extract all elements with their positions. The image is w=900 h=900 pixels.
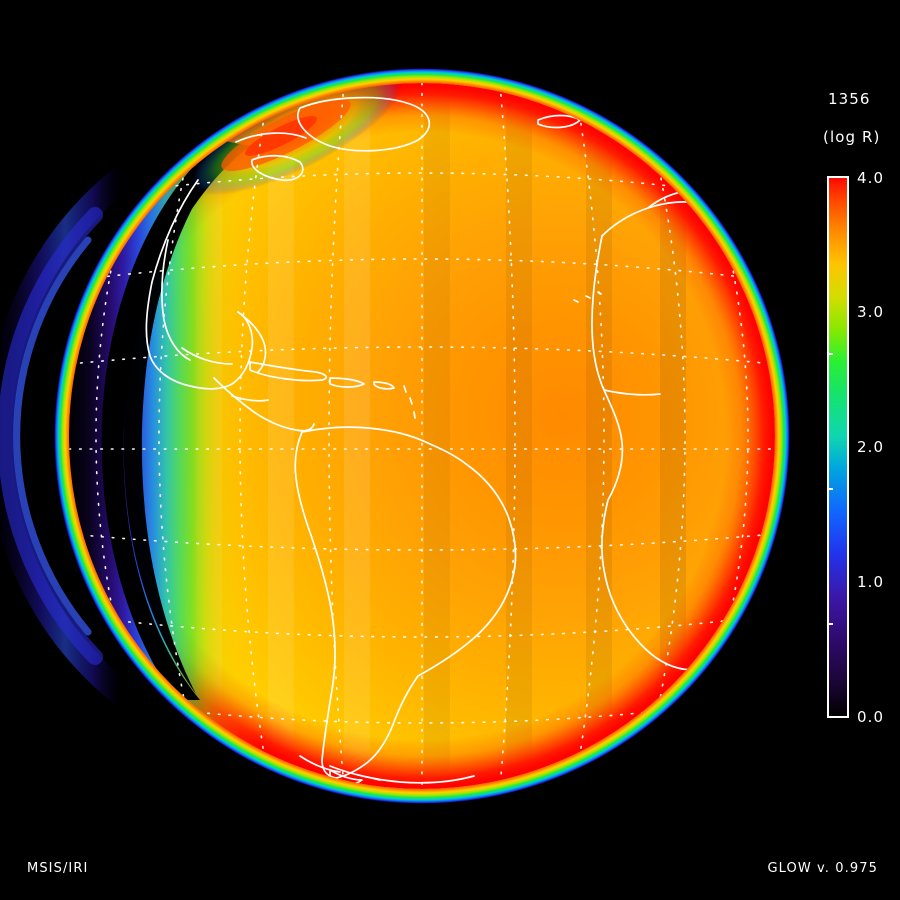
coast-antarctic-west (299, 755, 341, 773)
colorbar-gradient (829, 178, 847, 716)
colorbar-tick-1 (827, 623, 833, 625)
coast-south-america-north (301, 426, 467, 465)
coast-arctic-canada (235, 132, 307, 143)
coast-africa-west (591, 235, 624, 501)
coast-south-america-west (294, 431, 337, 779)
colorbar-units-label: (log R) (823, 128, 881, 146)
colorbar-frame (827, 176, 849, 718)
coast-lesser-antilles-3 (413, 411, 416, 419)
airglow-limb-arc (0, 167, 133, 705)
coast-brazil-east (417, 463, 517, 677)
coast-antarctic-peninsula (329, 765, 475, 784)
colorbar-label-0: 0.0 (857, 708, 885, 726)
colorbar-title: 1356 (828, 90, 871, 108)
coast-central-america-pacific (231, 395, 269, 402)
coast-puerto-rico (373, 381, 395, 390)
colorbar-scale (827, 176, 849, 718)
night-side-region (101, 140, 250, 700)
colorbar-label-3: 3.0 (857, 303, 885, 321)
colorbar-label-1: 1.0 (857, 573, 885, 591)
coast-gulf (181, 347, 233, 365)
colorbar-label-2: 2.0 (857, 438, 885, 456)
coast-greenland (297, 96, 431, 152)
model-label: MSIS/IRI (27, 861, 89, 876)
coast-cuba (249, 361, 328, 382)
coast-north-america-inner (161, 239, 191, 361)
colorbar-label-4: 4.0 (857, 169, 885, 187)
version-label: GLOW v. 0.975 (767, 861, 878, 876)
coast-cape-verde-1 (573, 299, 579, 303)
earth-disk (69, 83, 775, 789)
coast-cape-verde-2 (585, 295, 591, 299)
colorbar-tick-2 (827, 488, 833, 490)
graticule-parallels (69, 172, 775, 724)
coast-canary (597, 291, 602, 295)
coast-lesser-antilles-2 (409, 397, 413, 405)
coast-hispaniola (329, 377, 365, 388)
coast-lesser-antilles-1 (403, 385, 407, 393)
colorbar-tick-3 (827, 353, 833, 355)
auroral-arc (189, 83, 403, 196)
coast-gulf-of-guinea (603, 389, 661, 396)
coast-argentina-east (335, 675, 419, 779)
coast-hudson-bay (251, 154, 304, 182)
coast-north-america-east (145, 179, 254, 390)
